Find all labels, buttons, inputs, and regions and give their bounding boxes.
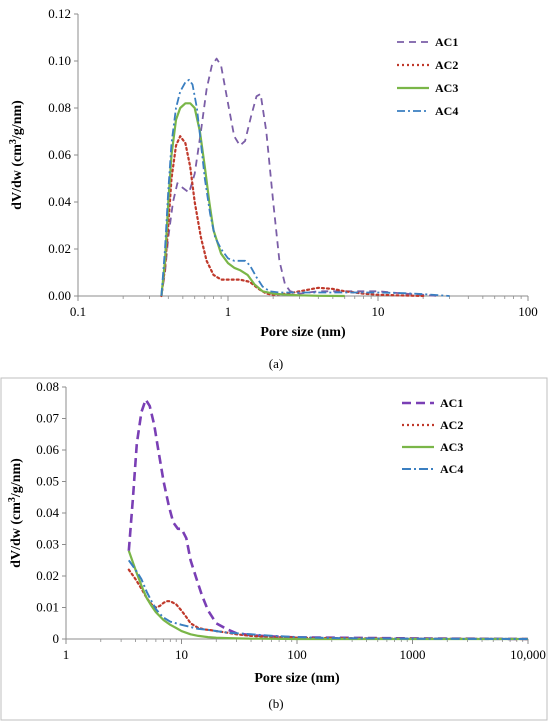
y-tick-label: 0.02 <box>48 241 71 256</box>
x-tick-label: 1 <box>225 304 232 319</box>
series-line-ac1 <box>127 398 529 641</box>
x-tick-label: 100 <box>518 304 538 319</box>
panel-caption: (a) <box>269 356 283 371</box>
legend-label-ac4: AC4 <box>435 104 458 118</box>
x-tick-label: 10 <box>372 304 385 319</box>
legend-label-ac2: AC2 <box>440 418 463 432</box>
panel-caption: (b) <box>268 696 283 711</box>
y-tick-label: 0.04 <box>36 505 59 520</box>
legend-label-ac4: AC4 <box>440 462 463 476</box>
legend-label-ac1: AC1 <box>440 396 463 410</box>
series-line-ac4 <box>160 78 450 297</box>
y-tick-label: 0.06 <box>48 147 71 162</box>
panel-b-frame <box>0 377 548 721</box>
series-line-ac1 <box>160 57 438 297</box>
legend-label-ac3: AC3 <box>440 440 463 454</box>
y-tick-label: 0.08 <box>48 100 71 115</box>
chart-panel-a: 0.00 0.02 0.04 0.06 0.08 0.10 0.12 0.1 1 10 100 Por… <box>8 6 538 371</box>
series-line-ac3 <box>127 550 528 641</box>
chart-panel-b: 0 0.01 0.02 0.03 0.04 0.05 0.06 0.07 0.08 1 10 100 1… <box>7 379 546 711</box>
x-tick-label: 1 <box>63 647 70 662</box>
x-tick-label: 1000 <box>400 647 426 662</box>
y-axis-label: dV/dw (cm3/g/nm) <box>7 458 25 568</box>
series-line-ac3 <box>160 102 345 298</box>
y-tick-label: 0.03 <box>36 537 59 552</box>
legend-label-ac3: AC3 <box>435 81 458 95</box>
x-tick-label: 100 <box>287 647 307 662</box>
y-tick-label: 0.08 <box>36 379 59 394</box>
y-tick-label: 0 <box>53 631 60 646</box>
x-tick-label: 10,000 <box>510 647 546 662</box>
x-axis-label: Pore size (nm) <box>260 325 346 340</box>
y-tick-label: 0.07 <box>36 411 59 426</box>
y-axis-label: dV/dw (cm3/g/nm) <box>8 100 26 210</box>
legend-label-ac1: AC1 <box>435 35 458 49</box>
series-line-ac2 <box>160 135 425 298</box>
x-axis-label: Pore size (nm) <box>254 671 340 686</box>
y-tick-label: 0.01 <box>36 600 59 615</box>
x-tick-label: 0.1 <box>70 304 86 319</box>
series-line-ac4 <box>127 559 529 640</box>
series-line-ac2 <box>127 568 530 641</box>
y-tick-label: 0.06 <box>36 442 59 457</box>
y-tick-label: 0.04 <box>48 194 71 209</box>
x-tick-label: 10 <box>175 647 188 662</box>
legend-label-ac2: AC2 <box>435 58 458 72</box>
y-tick-label: 0.12 <box>48 6 71 21</box>
y-tick-label: 0.10 <box>48 53 71 68</box>
y-tick-label: 0.02 <box>36 568 59 583</box>
y-tick-label: 0.05 <box>36 474 59 489</box>
y-tick-label: 0.00 <box>48 288 71 303</box>
